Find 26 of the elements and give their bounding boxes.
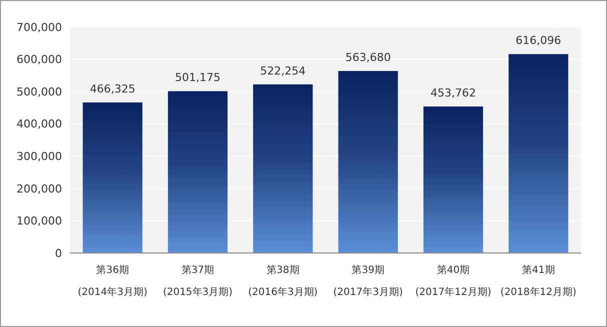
y-tick-label: 600,000 xyxy=(16,53,62,66)
x-tick-label: 第38期 (2016年3月期) xyxy=(248,264,318,298)
data-label: 501,175 xyxy=(175,71,220,84)
y-tick-label: 400,000 xyxy=(16,118,62,131)
data-label: 522,254 xyxy=(260,64,306,78)
y-tick-label: 100,000 xyxy=(16,214,62,228)
x-tick-label: 第41期 (2018年12月期) xyxy=(500,264,576,298)
data-label: 453,762 xyxy=(430,86,476,100)
bar xyxy=(82,102,142,253)
x-tick-label: 第40期 (2017年12月期) xyxy=(415,264,492,298)
y-tick-label: 300,000 xyxy=(16,150,62,163)
bar xyxy=(338,71,398,253)
x-tick-label: 第37期 (2015年3月期) xyxy=(162,264,233,298)
bar xyxy=(168,91,228,253)
bar xyxy=(508,54,568,253)
y-tick-label: 200,000 xyxy=(16,182,62,196)
data-label: 563,680 xyxy=(345,51,391,64)
bar xyxy=(423,106,484,253)
data-label: 466,325 xyxy=(90,82,136,96)
y-tick-label: 500,000 xyxy=(16,85,62,98)
y-tick-label: 700,000 xyxy=(16,20,62,34)
y-tick-label: 0 xyxy=(55,246,62,260)
x-tick-label: 第39期 (2017年3月期) xyxy=(333,264,403,298)
x-tick-label: 第36期 (2014年3月期) xyxy=(78,264,148,298)
bar xyxy=(253,84,313,253)
data-label: 616,096 xyxy=(516,34,562,48)
